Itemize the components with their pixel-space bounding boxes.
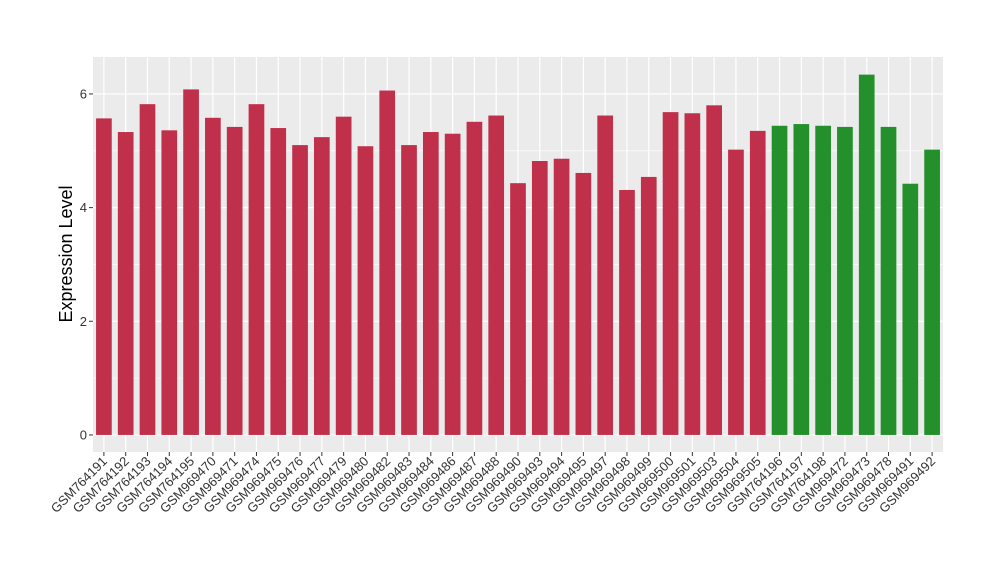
y-axis-title: Expression Level [56,185,76,322]
bar-GSM969501 [684,113,701,435]
bars [96,74,940,435]
bar-GSM969480 [357,146,374,435]
bar-GSM764196 [771,125,788,435]
bar-GSM969503 [706,105,722,435]
y-axis: 0 2 4 6 [80,86,93,442]
bar-GSM969499 [640,176,657,435]
bar-GSM969479 [335,116,352,435]
bar-GSM969487 [466,121,483,435]
bar-GSM969471 [226,126,243,435]
bar-GSM764198 [815,125,831,435]
bar-GSM764191 [96,118,112,435]
bar-GSM969498 [619,189,635,435]
x-axis: GSM764191GSM764192GSM764193GSM764194GSM7… [48,452,938,516]
bar-GSM969477 [314,137,330,435]
bar-GSM764193 [139,104,156,435]
bar-GSM969505 [749,130,766,435]
bar-GSM969491 [902,183,919,435]
bar-GSM969476 [292,145,308,435]
bar-GSM969478 [880,126,897,435]
y-tick-label: 0 [80,427,87,442]
bar-GSM969490 [510,183,526,435]
bar-GSM969475 [270,128,287,435]
bar-GSM764194 [161,130,178,435]
bar-GSM969470 [205,117,221,435]
bar-GSM969488 [488,115,505,435]
bar-GSM969474 [248,104,265,435]
y-tick-label: 2 [80,314,87,329]
bar-GSM764195 [183,89,199,435]
bar-GSM969494 [553,158,570,435]
bar-GSM764197 [793,124,810,435]
bar-GSM969483 [401,145,417,435]
bar-GSM969484 [422,132,439,435]
y-tick-label: 4 [80,200,87,215]
bar-GSM969473 [858,74,875,435]
bar-GSM969492 [924,149,940,435]
bar-GSM969482 [379,90,396,435]
y-tick-label: 6 [80,86,87,101]
bar-GSM764192 [117,132,134,435]
bar-GSM969486 [444,133,461,435]
bar-GSM969493 [531,161,548,435]
bar-GSM969500 [662,112,679,435]
bar-GSM969495 [575,172,592,435]
bar-GSM969504 [728,149,744,435]
bar-GSM969472 [837,126,853,435]
bar-GSM969497 [597,115,614,435]
